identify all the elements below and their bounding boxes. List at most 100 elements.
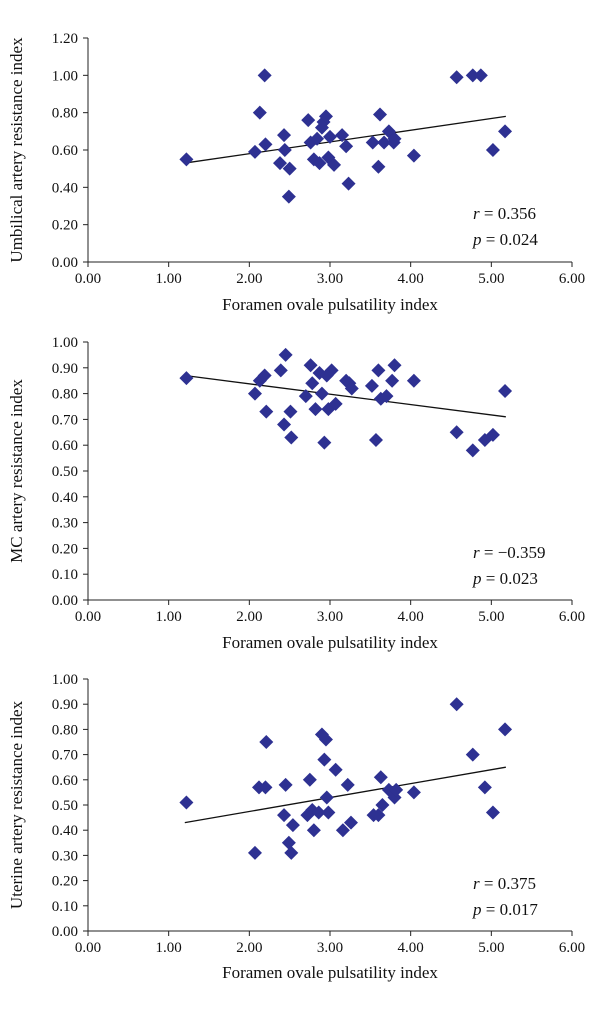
data-point	[485, 805, 500, 820]
data-point	[321, 805, 336, 820]
data-point	[387, 358, 402, 373]
data-point	[312, 156, 327, 171]
y-axis-title: MC artery resistance index	[7, 379, 26, 563]
data-point	[281, 835, 296, 850]
data-point	[465, 443, 480, 458]
x-tick-label: 2.00	[236, 940, 262, 956]
umbilical-chart: 0.00 0.20 0.40 0.60 0.80 1.00 1.20 0.00 1.00 2.00…	[0, 0, 609, 330]
y-tick-label: 1.00	[52, 672, 78, 688]
x-tick-label: 0.00	[75, 940, 101, 956]
data-point	[278, 777, 293, 792]
x-axis-title: Foramen ovale pulsatility index	[222, 633, 438, 652]
data-point	[314, 727, 329, 742]
p-symbol: p	[472, 900, 482, 919]
data-point	[310, 131, 325, 146]
data-point	[465, 68, 480, 83]
data-point	[364, 378, 379, 393]
data-point	[303, 358, 318, 373]
data-point	[298, 389, 313, 404]
x-tick-label: 1.00	[156, 940, 182, 956]
data-point	[306, 823, 321, 838]
p-value: = 0.024	[482, 230, 539, 249]
x-tick-label: 2.00	[236, 271, 262, 287]
data-point	[335, 128, 350, 143]
data-point	[259, 735, 274, 749]
data-point	[371, 808, 386, 823]
y-tick-label: 0.60	[52, 773, 78, 789]
data-point	[282, 161, 297, 176]
x-tick-label: 0.00	[75, 609, 101, 625]
y-tick-label: 1.00	[52, 68, 78, 84]
y-tick-label: 0.40	[52, 823, 78, 839]
trendline	[184, 374, 506, 418]
data-point	[323, 129, 337, 144]
p-value: = 0.017	[482, 900, 539, 919]
trendline	[184, 115, 506, 164]
data-point	[302, 772, 317, 787]
y-tick-label: 0.80	[52, 106, 78, 122]
y-tick-label: 0.00	[52, 255, 78, 271]
data-point	[259, 404, 274, 419]
data-point	[406, 373, 421, 388]
data-point	[340, 777, 355, 792]
data-point	[449, 697, 464, 712]
data-point	[258, 780, 273, 795]
x-tick-label: 4.00	[398, 940, 424, 956]
x-tick-label: 6.00	[559, 940, 585, 956]
data-point	[387, 131, 402, 146]
x-tick-label: 1.00	[156, 609, 182, 625]
data-point	[328, 762, 343, 777]
data-point	[284, 430, 299, 445]
data-point	[179, 152, 194, 167]
data-point	[473, 68, 488, 83]
data-point	[498, 722, 513, 737]
data-point	[252, 105, 267, 120]
data-point	[314, 386, 329, 401]
data-point	[257, 68, 272, 83]
x-tick-label: 5.00	[478, 271, 504, 287]
x-tick-label: 6.00	[559, 609, 585, 625]
data-point	[258, 137, 273, 152]
y-tick-label: 0.10	[52, 567, 78, 583]
y-tick-label: 0.30	[52, 516, 78, 532]
x-tick-label: 3.00	[317, 271, 343, 287]
data-point	[179, 371, 194, 386]
r-value: = −0.359	[480, 543, 546, 562]
y-tick-label: 0.90	[52, 697, 78, 713]
data-point	[373, 770, 388, 785]
data-point	[281, 189, 296, 204]
y-tick-label: 1.20	[52, 31, 78, 47]
uterine-chart-svg: 0.00 0.10 0.20 0.30 0.40 0.50 0.60 0.70 0.80 0.90…	[7, 672, 585, 982]
data-point	[319, 790, 334, 805]
data-point	[379, 389, 394, 404]
r-symbol: r	[473, 204, 480, 223]
data-point	[277, 128, 292, 143]
data-point	[339, 139, 354, 154]
data-point	[406, 148, 421, 163]
p-symbol: p	[472, 569, 482, 588]
y-tick-label: 0.60	[52, 143, 78, 159]
data-point	[247, 386, 262, 401]
y-tick-label: 0.60	[52, 438, 78, 454]
data-point	[465, 747, 480, 762]
data-point	[278, 347, 293, 362]
x-axis-title: Foramen ovale pulsatility index	[222, 295, 438, 314]
y-tick-label: 0.40	[52, 180, 78, 196]
x-axis-title: Foramen ovale pulsatility index	[222, 963, 438, 982]
r-statistic: r = 0.356	[473, 204, 536, 223]
r-symbol: r	[473, 874, 480, 893]
data-point	[365, 135, 380, 150]
x-tick-label: 5.00	[478, 940, 504, 956]
data-point	[318, 109, 333, 124]
y-tick-label: 0.10	[52, 899, 78, 915]
data-point	[371, 159, 386, 174]
y-tick-label: 0.20	[52, 541, 78, 557]
data-point	[273, 363, 288, 378]
r-statistic: r = 0.375	[473, 874, 536, 893]
y-tick-label: 0.90	[52, 361, 78, 377]
data-point	[335, 823, 350, 838]
data-point	[343, 815, 358, 830]
data-point	[498, 384, 513, 399]
data-point	[406, 785, 421, 800]
data-point	[308, 402, 323, 417]
